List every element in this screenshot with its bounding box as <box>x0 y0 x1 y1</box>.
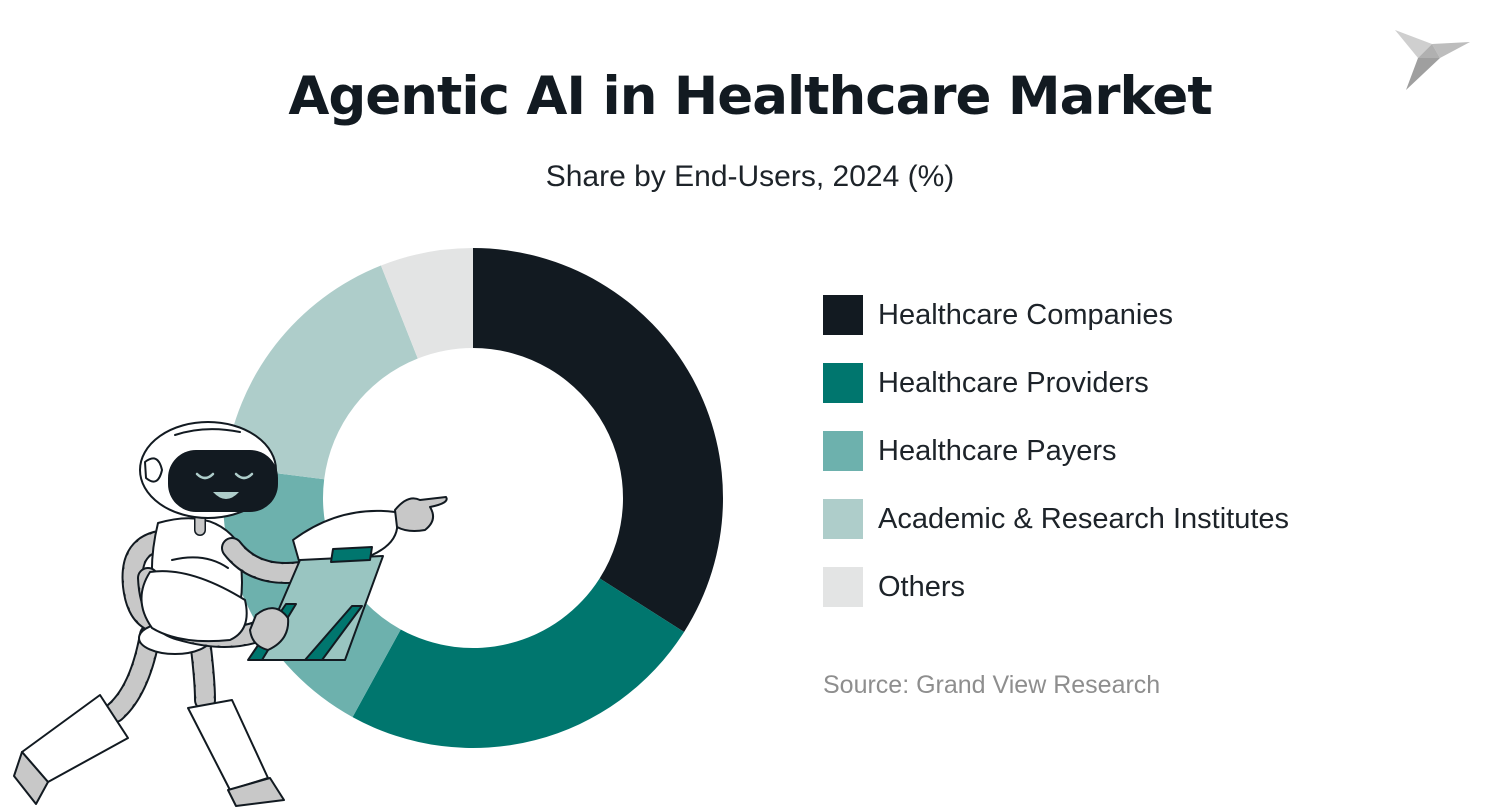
legend-label: Others <box>878 570 966 603</box>
legend-label: Healthcare Providers <box>878 366 1149 399</box>
legend-item-healthcare-payers: Healthcare Payers <box>823 431 1289 471</box>
legend-swatch <box>823 295 863 335</box>
legend-label: Healthcare Companies <box>878 298 1173 331</box>
origami-bird-logo-icon <box>1395 30 1470 90</box>
legend-item-healthcare-providers: Healthcare Providers <box>823 363 1289 403</box>
donut-chart <box>13 248 724 807</box>
legend-swatch <box>823 431 863 471</box>
legend-swatch <box>823 567 863 607</box>
legend-label: Healthcare Payers <box>878 434 1117 467</box>
legend-item-healthcare-companies: Healthcare Companies <box>823 295 1289 335</box>
legend-swatch <box>823 363 863 403</box>
legend-item-others: Others <box>823 567 1289 607</box>
donut-slice-healthcare-providers <box>352 578 685 749</box>
chart-subtitle: Share by End-Users, 2024 (%) <box>545 160 955 193</box>
chart-title: Agentic AI in Healthcare Market <box>288 66 1212 127</box>
donut-slice-academic-research-institutes <box>224 265 418 480</box>
source-note: Source: Grand View Research <box>823 671 1161 699</box>
robot-with-clipboard-illustration <box>13 421 448 807</box>
donut-slice-others <box>380 248 473 359</box>
chart-legend: Healthcare Companies Healthcare Provider… <box>823 295 1289 635</box>
legend-item-academic-research-institutes: Academic & Research Institutes <box>823 499 1289 539</box>
legend-label: Academic & Research Institutes <box>878 502 1290 535</box>
donut-slice-healthcare-companies <box>473 248 724 632</box>
legend-swatch <box>823 499 863 539</box>
